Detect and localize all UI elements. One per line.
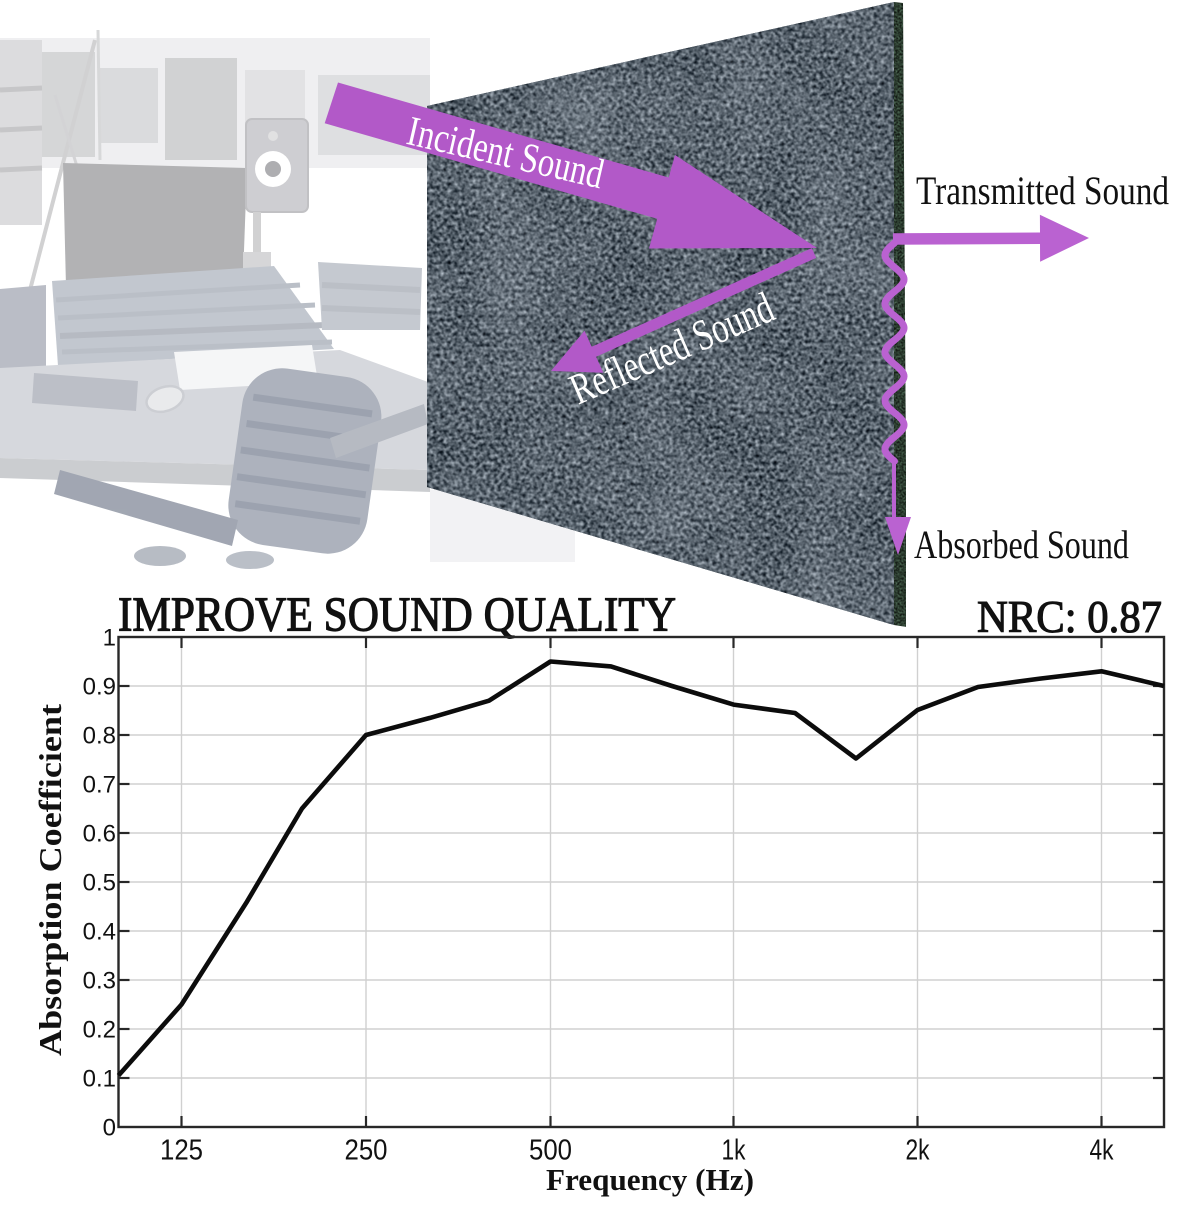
svg-text:0.6: 0.6: [83, 821, 116, 848]
svg-text:NRC: 0.87: NRC: 0.87: [977, 592, 1162, 642]
svg-text:125: 125: [160, 1135, 203, 1167]
svg-text:Absorbed Sound: Absorbed Sound: [914, 522, 1129, 567]
svg-text:0: 0: [103, 1115, 116, 1142]
svg-text:IMPROVE SOUND QUALITY: IMPROVE SOUND QUALITY: [118, 587, 676, 642]
svg-text:Transmitted Sound: Transmitted Sound: [916, 168, 1169, 213]
svg-text:0.8: 0.8: [83, 723, 116, 750]
svg-text:0.2: 0.2: [83, 1017, 116, 1044]
svg-text:Frequency (Hz): Frequency (Hz): [546, 1162, 754, 1197]
svg-text:Absorption Coefficient: Absorption Coefficient: [32, 704, 68, 1056]
svg-text:2k: 2k: [906, 1135, 930, 1167]
svg-text:1k: 1k: [722, 1135, 746, 1167]
svg-text:0.7: 0.7: [83, 772, 116, 799]
svg-text:0.5: 0.5: [83, 870, 116, 897]
svg-text:0.1: 0.1: [83, 1066, 116, 1093]
svg-text:500: 500: [529, 1135, 572, 1167]
svg-text:0.4: 0.4: [83, 919, 116, 946]
svg-text:0.3: 0.3: [83, 968, 116, 995]
svg-text:250: 250: [345, 1135, 388, 1167]
svg-text:1: 1: [103, 625, 116, 652]
svg-text:0.9: 0.9: [83, 674, 116, 701]
svg-text:4k: 4k: [1090, 1135, 1114, 1167]
